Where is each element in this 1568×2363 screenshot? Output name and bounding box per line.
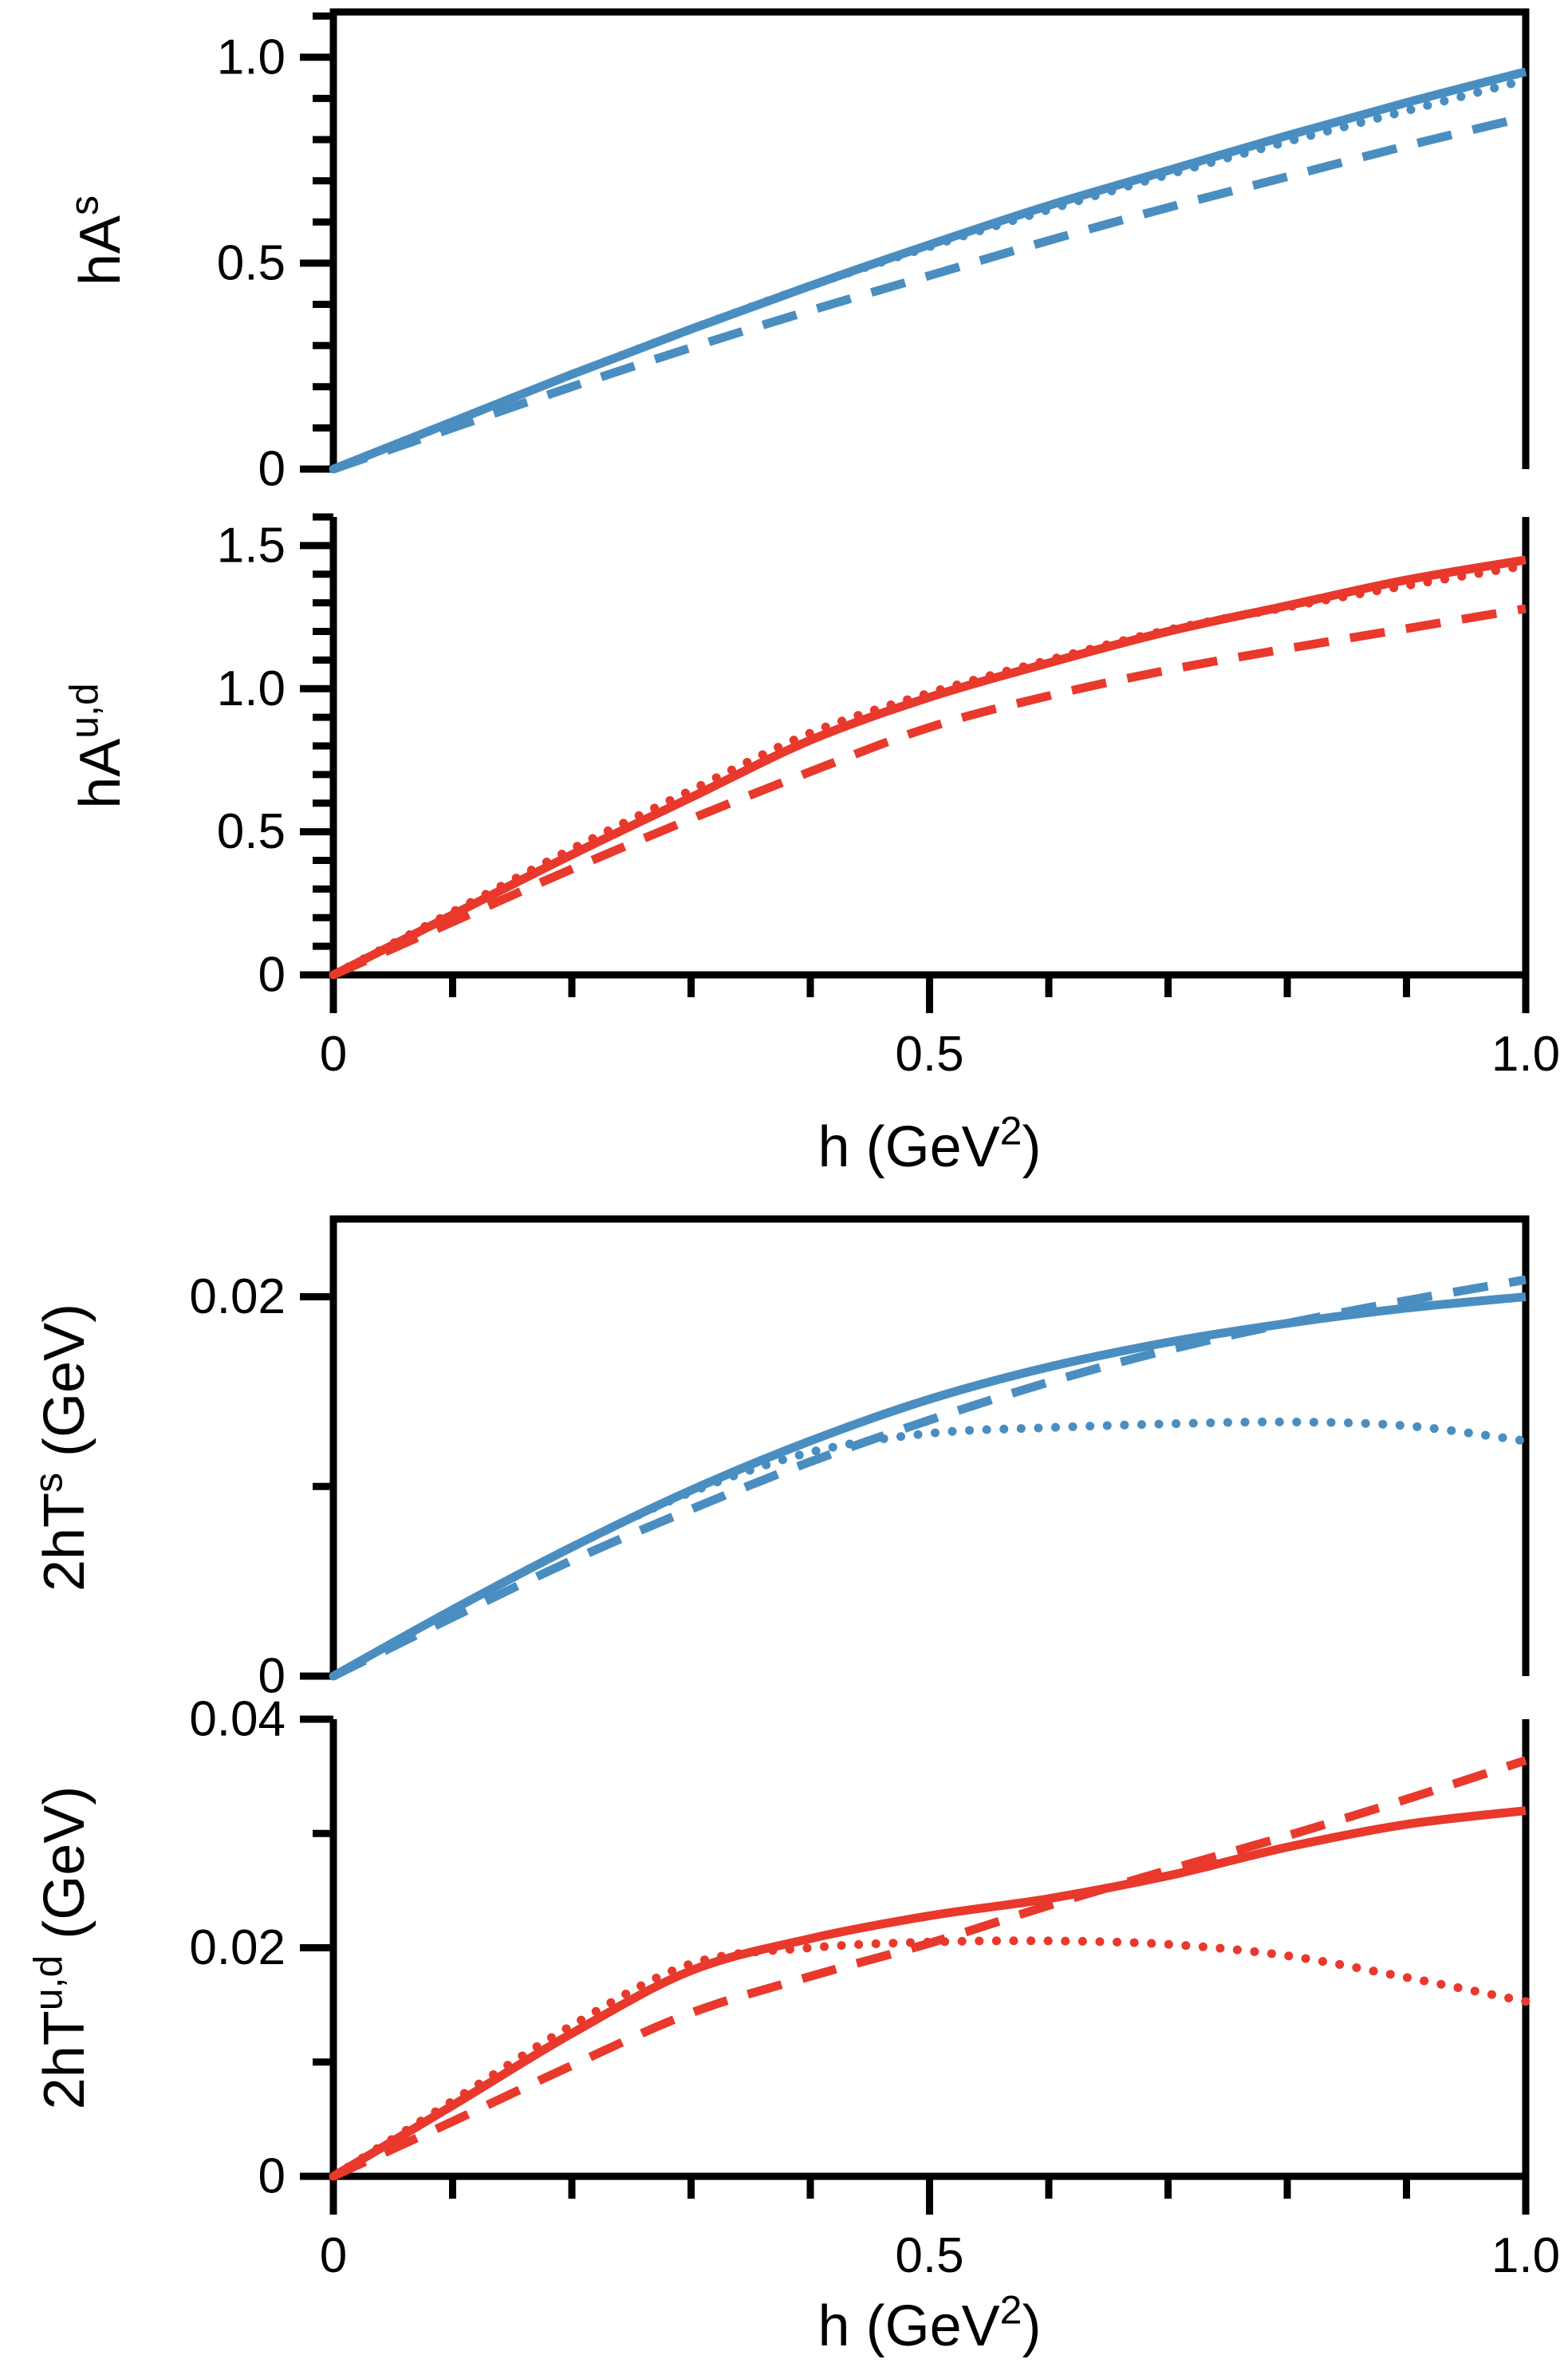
y-tick-label: 1.0 [217,30,286,85]
y-tick-label: 0.02 [189,1269,286,1324]
x-tick-label: 0 [320,2228,347,2283]
curve-hA_ud-solid [331,555,1527,979]
curve-hA_s-dashed [332,112,1527,474]
panel-2hT_ud: 0 0.02 0.04 0 0.5 1.0 h (GeV2) 2hTu,d (GeV) [26,1692,1560,2359]
curve-hA_ud-dotted [329,561,1531,980]
y-tick-label: 0.02 [189,1920,286,1975]
panel-2hT_s: 0 0.02 2hTs (GeV) [26,1215,1531,1704]
curve-2hT_ud-dashed [331,1756,1527,2180]
x-tick-label: 0.5 [895,1027,963,1082]
curve-2hT_s-dotted [329,1417,1531,1681]
curve-2hT_s-solid [331,1292,1527,1680]
x-tick-label: 0 [320,1027,347,1082]
curve-2hT_ud-solid [331,1806,1527,2180]
y-tick-label: 0.5 [217,804,286,859]
x-tick-label: 1.0 [1491,1027,1560,1082]
y-tick-label: 1.5 [217,518,286,573]
y-tick-label: 0 [258,2149,286,2204]
y-tick-label: 1.0 [217,661,286,716]
panel-hA_s: 0 0.5 1.0 hAs [62,8,1531,497]
x-tick-label: 1.0 [1491,2228,1560,2283]
x-axis-label: h (GeV2) [818,1109,1042,1179]
y-axis-label: 2hTu,d (GeV) [26,1786,97,2110]
y-tick-label: 0 [258,948,286,1003]
y-tick-label: 0 [258,442,286,497]
y-tick-label: 0.04 [189,1692,286,1747]
curve-2hT_s-dashed [331,1275,1527,1680]
curve-hA_ud-dashed [331,604,1527,980]
y-axis-label: hAu,d [62,683,132,809]
y-axis-label: hAs [62,195,132,286]
x-axis-label: h (GeV2) [818,2288,1042,2358]
panel-hA_ud: 0 0.5 1.0 1.5 0 0.5 1.0 h (GeV2) hAu,d [62,513,1560,1179]
y-axis-label: 2hTs (GeV) [26,1304,97,1592]
curve-2hT_ud-dotted [329,1936,1531,2181]
y-tick-label: 0.5 [217,235,286,290]
x-tick-label: 0.5 [895,2228,963,2283]
y-tick-label: 0 [258,1649,286,1704]
curve-hA_s-dotted [329,75,1531,474]
